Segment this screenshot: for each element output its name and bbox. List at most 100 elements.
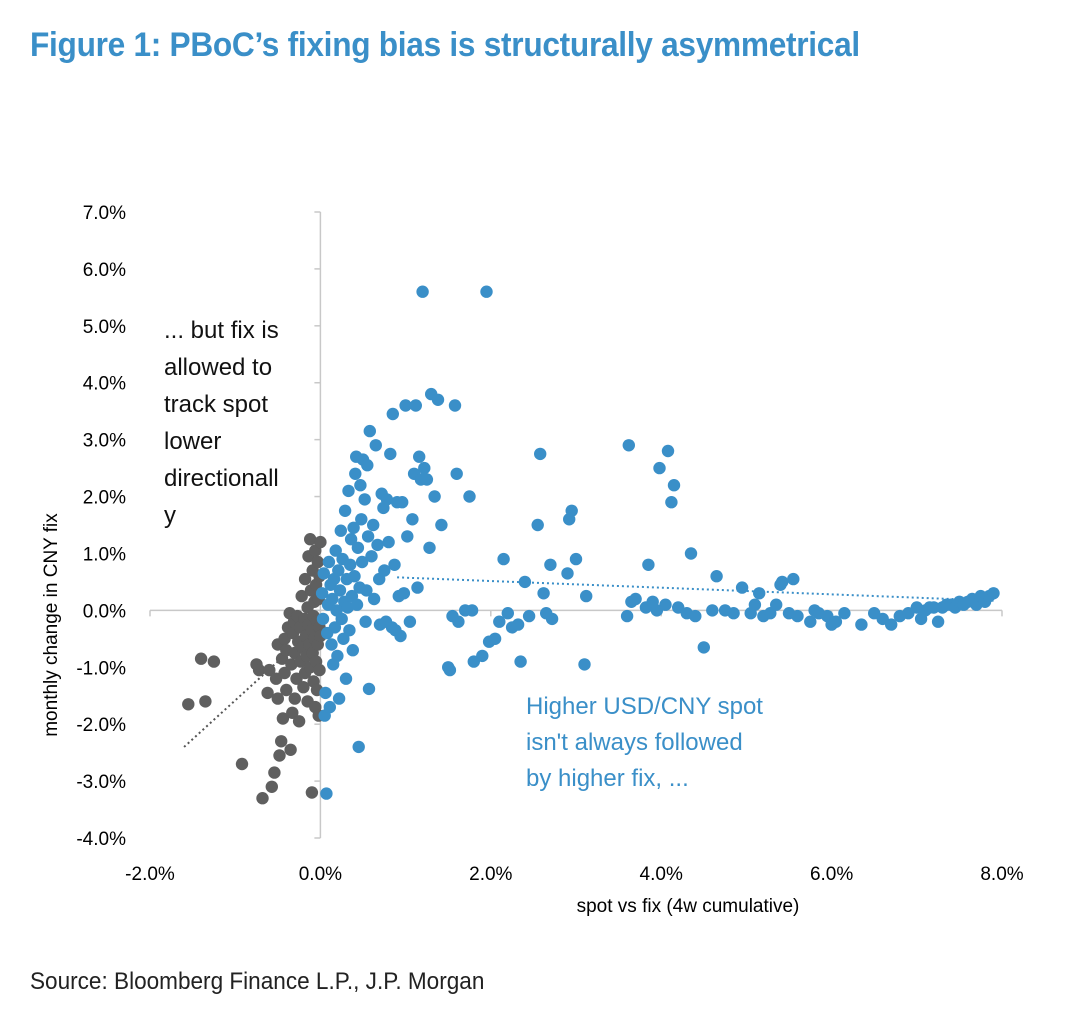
positive-data-point <box>397 587 411 600</box>
positive-data-point <box>362 682 376 696</box>
positive-data-point <box>620 609 634 623</box>
positive-data-point <box>787 572 800 586</box>
positive-data-point <box>371 538 384 552</box>
positive-data-point <box>316 612 330 626</box>
positive-data-point <box>352 740 365 754</box>
negative-data-point <box>285 658 298 671</box>
positive-data-point <box>380 493 394 506</box>
positive-data-point <box>855 618 868 631</box>
chart-title: Figure 1: PBoC’s fixing bias is structur… <box>30 26 860 64</box>
positive-data-point <box>367 592 381 606</box>
positive-data-point <box>753 587 766 600</box>
positive-data-point <box>344 533 358 546</box>
positive-data-point <box>328 621 342 634</box>
y-tick-label: 5.0% <box>83 317 126 338</box>
positive-data-point <box>522 609 536 623</box>
positive-data-point <box>382 535 395 549</box>
x-tick-label: -2.0% <box>125 864 175 885</box>
positive-data-point <box>403 615 417 628</box>
positive-data-point <box>338 504 352 517</box>
negative-data-point <box>199 695 212 708</box>
x-tick-label: 2.0% <box>469 864 512 885</box>
positive-data-point <box>416 285 429 298</box>
positive-data-point <box>350 598 364 611</box>
annotation-line: lower <box>164 428 221 455</box>
negative-data-point <box>182 698 195 711</box>
negative-data-point <box>292 715 306 728</box>
annotation-line: allowed to <box>164 354 272 381</box>
y-tick-label: -3.0% <box>76 772 126 793</box>
y-tick-label: 7.0% <box>83 203 126 224</box>
annotation-line: by higher fix, ... <box>526 765 689 792</box>
annotation-line: isn't always followed <box>526 729 743 756</box>
positive-data-point <box>514 655 527 668</box>
negative-trendline <box>183 660 279 748</box>
negative-data-point <box>280 683 293 697</box>
positive-data-point <box>697 641 710 654</box>
negative-data-point <box>313 663 326 677</box>
positive-data-point <box>545 612 559 626</box>
negative-data-point <box>297 681 310 694</box>
positive-data-point <box>378 564 391 577</box>
y-tick-label: 6.0% <box>83 260 126 281</box>
annotation-line: ... but fix is <box>164 317 279 344</box>
source-note: Source: Bloomberg Finance L.P., J.P. Mor… <box>30 968 485 995</box>
positive-data-point <box>388 558 401 571</box>
positive-data-point <box>411 581 424 594</box>
negative-data-point <box>268 766 281 779</box>
positive-data-point <box>359 615 372 628</box>
positive-data-point <box>355 513 368 526</box>
negative-data-point <box>311 555 324 569</box>
negative-data-point <box>265 780 278 793</box>
positive-data-point <box>493 615 506 628</box>
positive-data-point <box>325 638 338 651</box>
positive-data-point <box>399 399 412 412</box>
negative-data-point <box>314 535 327 549</box>
y-tick-label: -2.0% <box>76 715 126 736</box>
positive-data-point <box>351 541 365 554</box>
positive-data-point <box>355 555 369 569</box>
negative-data-point <box>295 589 308 603</box>
positive-data-point <box>727 607 740 620</box>
y-tick-label: 1.0% <box>83 544 126 565</box>
positive-data-point <box>452 615 465 628</box>
positive-data-point <box>537 587 550 600</box>
positive-data-point <box>335 612 348 626</box>
negative-data-point <box>286 706 299 719</box>
positive-data-point <box>367 518 380 532</box>
positive-data-point <box>361 459 374 472</box>
negative-data-point <box>273 749 286 762</box>
annotation-line: y <box>164 502 176 529</box>
negative-data-point <box>276 712 290 725</box>
positive-data-point <box>343 624 356 637</box>
positive-data-point <box>435 518 448 532</box>
positive-data-point <box>706 604 719 617</box>
positive-data-point <box>322 555 336 569</box>
positive-data-point <box>354 479 367 492</box>
negative-data-point <box>304 533 317 546</box>
positive-data-point <box>497 552 510 566</box>
positive-data-point <box>317 567 330 580</box>
positive-data-point <box>406 513 419 526</box>
positive-data-point <box>544 558 557 571</box>
positive-data-point <box>341 601 354 614</box>
positive-data-point <box>346 644 359 657</box>
positive-data-point <box>501 607 514 620</box>
y-tick-label: -1.0% <box>76 658 126 679</box>
positive-data-point <box>534 447 547 461</box>
left-note-annotation: ... but fix is allowed to track spot lower d… <box>164 317 279 529</box>
positive-data-point <box>804 615 817 628</box>
positive-data-point <box>927 601 940 614</box>
x-tick-label: 6.0% <box>810 864 853 885</box>
positive-data-point <box>361 530 375 543</box>
positive-data-point <box>653 461 666 475</box>
positive-data-point <box>642 558 655 571</box>
positive-data-point <box>320 787 333 800</box>
positive-data-point <box>401 530 414 543</box>
positive-data-point <box>629 592 642 606</box>
negative-data-point <box>256 792 269 805</box>
positive-data-point <box>358 493 371 506</box>
positive-data-point <box>409 399 422 412</box>
positive-data-point <box>770 598 783 611</box>
data-points <box>182 285 1000 805</box>
